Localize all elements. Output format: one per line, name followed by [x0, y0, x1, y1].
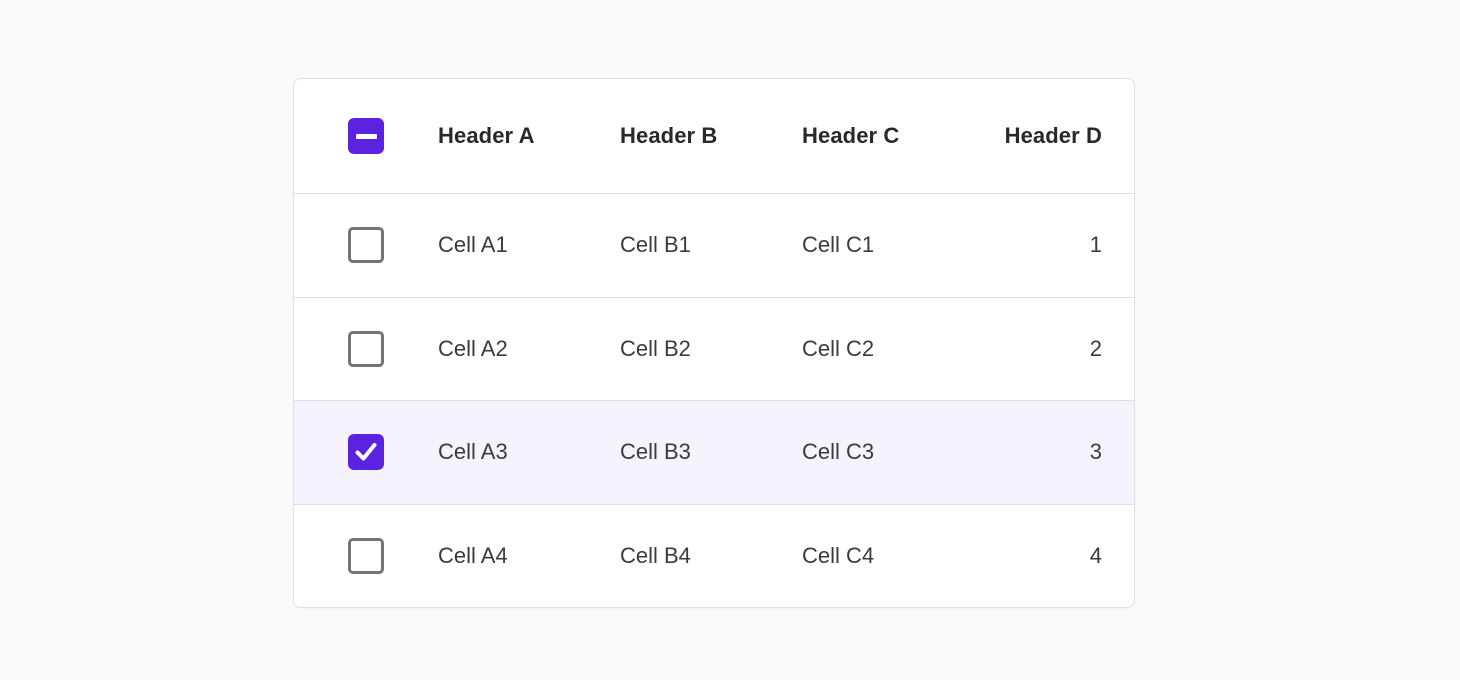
table-row[interactable]: Cell A3 Cell B3 Cell C3 3	[294, 400, 1134, 504]
data-table: Header A Header B Header C Header D Cell…	[293, 78, 1135, 608]
cell-c: Cell C2	[802, 335, 875, 361]
cell-d: 1	[1089, 232, 1102, 258]
row-select-cell	[294, 434, 438, 471]
cell-c: Cell C4	[802, 542, 875, 568]
table-row[interactable]: Cell A4 Cell B4 Cell C4 4	[294, 503, 1134, 607]
select-all-checkbox[interactable]	[348, 118, 384, 154]
row-select-cell	[294, 330, 438, 367]
cell-d: 4	[1089, 542, 1102, 568]
cell-b: Cell B1	[620, 232, 691, 258]
row-select-cell	[294, 537, 438, 574]
cell-c: Cell C3	[802, 439, 875, 465]
indeterminate-dash-icon	[355, 133, 377, 139]
row-checkbox[interactable]	[348, 330, 384, 367]
column-header-a: Header A	[438, 123, 535, 148]
cell-b: Cell B2	[620, 335, 691, 361]
cell-a: Cell A4	[438, 542, 508, 568]
column-header-b: Header B	[620, 123, 718, 148]
row-select-cell	[294, 227, 438, 264]
cell-d: 3	[1089, 439, 1102, 465]
cell-a: Cell A2	[438, 335, 508, 361]
column-header-d: Header D	[1004, 123, 1102, 148]
table-header-row: Header A Header B Header C Header D	[294, 79, 1134, 193]
row-checkbox[interactable]	[348, 434, 384, 471]
table-row[interactable]: Cell A2 Cell B2 Cell C2 2	[294, 296, 1134, 400]
table-body: Cell A1 Cell B1 Cell C1 1 Cell A2 Cell B…	[294, 193, 1134, 607]
table-row[interactable]: Cell A1 Cell B1 Cell C1 1	[294, 193, 1134, 297]
row-checkbox[interactable]	[348, 227, 384, 264]
cell-a: Cell A3	[438, 439, 508, 465]
cell-d: 2	[1089, 335, 1102, 361]
cell-c: Cell C1	[802, 232, 875, 258]
cell-b: Cell B3	[620, 439, 691, 465]
cell-a: Cell A1	[438, 232, 508, 258]
checkmark-icon	[355, 443, 377, 461]
column-header-c: Header C	[802, 123, 900, 148]
cell-b: Cell B4	[620, 542, 691, 568]
header-select-cell	[294, 118, 438, 154]
row-checkbox[interactable]	[348, 537, 384, 574]
